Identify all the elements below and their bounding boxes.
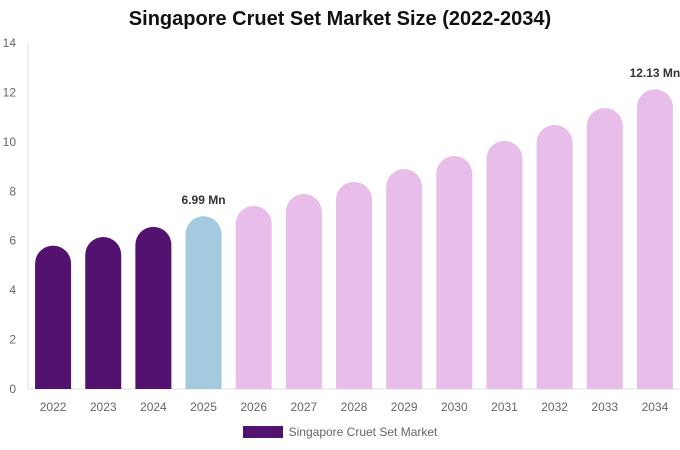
x-tick-label: 2031 <box>491 400 518 414</box>
bar-2030 <box>436 155 473 389</box>
bar-2028 <box>336 181 372 389</box>
x-tick-label: 2032 <box>541 400 568 414</box>
y-tick-label: 8 <box>9 184 16 198</box>
x-tick-label: 2029 <box>391 400 418 414</box>
y-tick-label: 12 <box>3 85 17 99</box>
data-label: 6.99 Mn <box>182 193 226 207</box>
data-label: 12.13 Mn <box>630 66 680 80</box>
y-tick-label: 4 <box>9 283 16 297</box>
x-tick-label: 2033 <box>591 400 618 414</box>
legend: Singapore Cruet Set Market <box>0 425 680 439</box>
x-tick-label: 2027 <box>290 400 317 414</box>
y-tick-label: 10 <box>3 135 17 149</box>
bar-2023 <box>85 237 122 389</box>
bar-2027 <box>285 194 322 389</box>
y-tick-label: 14 <box>3 36 17 50</box>
x-tick-label: 2026 <box>240 400 267 414</box>
legend-label: Singapore Cruet Set Market <box>288 425 438 439</box>
y-tick-label: 0 <box>9 382 16 396</box>
bar-2026 <box>235 205 272 389</box>
bar-2022 <box>35 245 72 389</box>
y-tick-label: 2 <box>9 333 16 347</box>
x-tick-label: 2030 <box>441 400 468 414</box>
legend-swatch <box>242 426 283 438</box>
x-tick-label: 2023 <box>90 400 117 414</box>
chart-title: Singapore Cruet Set Market Size (2022-20… <box>128 8 552 30</box>
x-tick-label: 2028 <box>341 400 368 414</box>
bar-2031 <box>486 140 523 389</box>
x-tick-label: 2025 <box>190 400 217 414</box>
x-tick-label: 2022 <box>40 400 67 414</box>
y-tick-label: 6 <box>9 234 16 248</box>
bar-2029 <box>386 169 423 389</box>
bar-2024 <box>135 226 172 389</box>
bar-2032 <box>536 125 573 389</box>
bar-2025 <box>185 216 222 389</box>
x-tick-label: 2024 <box>140 400 167 414</box>
bar-2033 <box>586 107 623 390</box>
bar-2034 <box>636 89 673 390</box>
x-tick-label: 2034 <box>642 400 669 414</box>
